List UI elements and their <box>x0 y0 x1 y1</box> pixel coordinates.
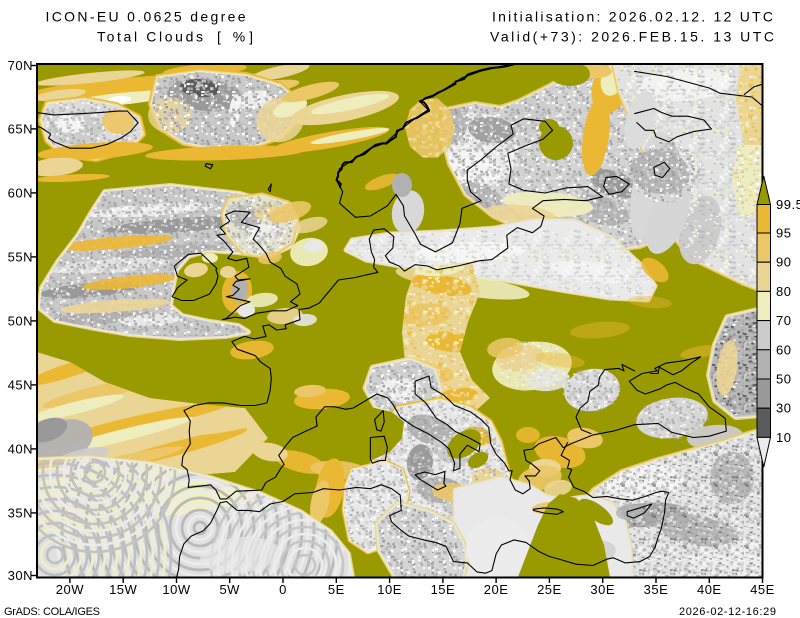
svg-text:5E: 5E <box>328 582 345 597</box>
svg-text:25E: 25E <box>537 582 562 597</box>
svg-text:65N: 65N <box>8 121 33 136</box>
svg-text:80: 80 <box>776 284 791 299</box>
svg-text:50: 50 <box>776 372 791 387</box>
svg-text:95: 95 <box>776 226 791 241</box>
svg-text:30: 30 <box>776 401 791 416</box>
svg-text:40E: 40E <box>697 582 722 597</box>
svg-text:30E: 30E <box>590 582 615 597</box>
svg-text:99.5: 99.5 <box>776 197 800 212</box>
svg-text:15E: 15E <box>431 582 456 597</box>
svg-text:55N: 55N <box>8 249 33 264</box>
svg-text:40N: 40N <box>8 441 33 456</box>
svg-text:0: 0 <box>279 582 287 597</box>
svg-text:GrADS: COLA/IGES: GrADS: COLA/IGES <box>4 606 100 618</box>
svg-text:Valid(+73): 2026.FEB.15. 13 UT: Valid(+73): 2026.FEB.15. 13 UTC <box>490 29 774 45</box>
svg-text:70N: 70N <box>8 58 33 73</box>
svg-text:60N: 60N <box>8 185 33 200</box>
svg-text:10E: 10E <box>377 582 402 597</box>
svg-text:5W: 5W <box>219 582 240 597</box>
svg-text:50N: 50N <box>8 313 33 328</box>
svg-text:[ %]: [ %] <box>217 29 253 45</box>
svg-text:2026-02-12-16:29: 2026-02-12-16:29 <box>679 606 776 618</box>
svg-text:15W: 15W <box>109 582 137 597</box>
svg-text:35E: 35E <box>644 582 669 597</box>
svg-text:20W: 20W <box>56 582 84 597</box>
svg-text:90: 90 <box>776 255 791 270</box>
svg-text:35N: 35N <box>8 505 33 520</box>
svg-text:Total Clouds: Total Clouds <box>97 29 203 45</box>
svg-text:10: 10 <box>776 430 791 445</box>
svg-text:70: 70 <box>776 313 791 328</box>
svg-text:20E: 20E <box>484 582 509 597</box>
svg-text:45E: 45E <box>750 582 775 597</box>
svg-text:60: 60 <box>776 342 791 357</box>
svg-text:30N: 30N <box>8 568 33 583</box>
svg-text:Initialisation: 2026.02.12. 12: Initialisation: 2026.02.12. 12 UTC <box>492 9 773 25</box>
svg-text:45N: 45N <box>8 377 33 392</box>
svg-text:10W: 10W <box>162 582 190 597</box>
